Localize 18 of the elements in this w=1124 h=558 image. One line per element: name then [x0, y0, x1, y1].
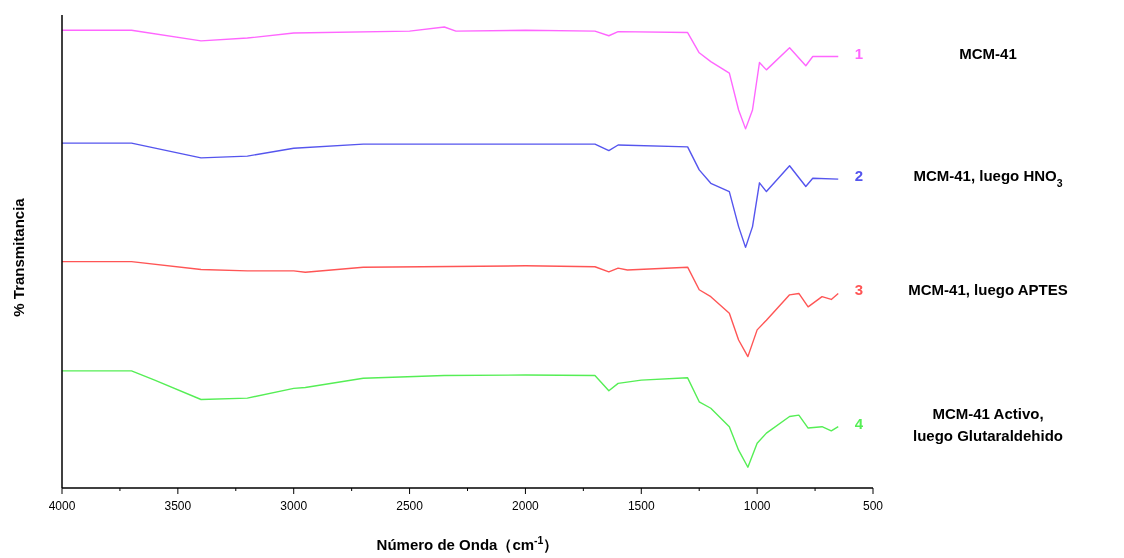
text: MCM-41 Activo, luego Glutaraldehido: [912, 404, 1064, 444]
annotation: 4: [854, 414, 864, 432]
x-tick-label: 500: [862, 499, 884, 513]
y-axis-title: % Transmitancia: [10, 197, 27, 317]
x-tick-label: 3500: [164, 499, 192, 513]
x-tick-label: 4000: [48, 499, 76, 513]
x-tick-label: 2500: [396, 499, 424, 513]
x-axis-title: Número de Onda（cm$^{-1}$）: [376, 534, 559, 553]
text: MCM-41, luego APTES: [908, 281, 1068, 299]
x-tick-label: 3000: [280, 499, 308, 513]
annotation: 2: [854, 167, 864, 185]
annotation: 1: [854, 44, 864, 62]
text: MCM-41, luego HNO$_{3}$: [913, 167, 1063, 190]
x-tick-label: 1000: [743, 499, 771, 513]
annotation: 3: [854, 281, 864, 299]
text: MCM-41: [959, 44, 1017, 62]
x-tick-label: 1500: [627, 499, 655, 513]
x-tick-label: 2000: [512, 499, 540, 513]
